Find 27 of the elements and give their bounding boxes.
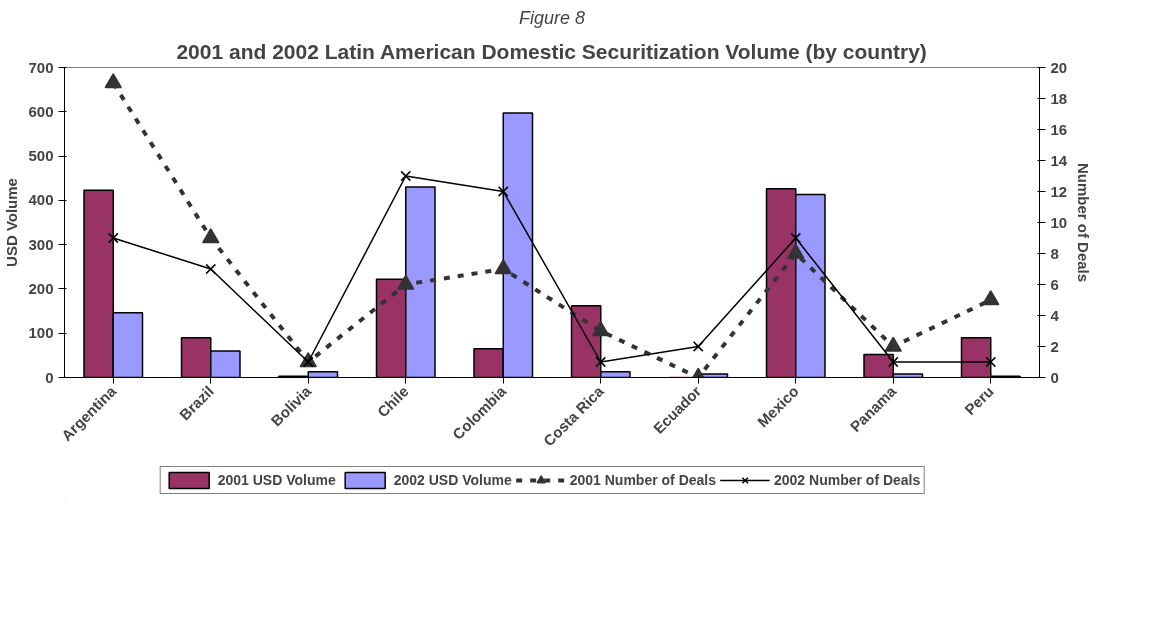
y-tick-label: 0 (45, 368, 54, 386)
y-tick-label: 400 (28, 191, 54, 209)
y2-tick-label: 8 (1050, 244, 1059, 262)
y2-tick-label: 16 (1050, 120, 1068, 138)
chart-title: 2001 and 2002 Latin American Domestic Securitization Volume (by country) (176, 39, 927, 63)
y-tick-label: 300 (28, 235, 54, 253)
y-tick-label: 100 (28, 324, 54, 342)
y2-tick-label: 2 (1050, 337, 1059, 355)
y2-tick-label: 10 (1050, 213, 1068, 231)
y2-tick-label: 14 (1050, 151, 1068, 169)
y2-tick-label: 20 (1050, 58, 1068, 76)
y-tick-label: 600 (28, 102, 54, 120)
y2-tick-label: 6 (1050, 275, 1059, 293)
legend-label: 2002 Number of Deals (774, 472, 921, 488)
chart-subtitle: Figure 8 (518, 7, 586, 28)
legend-label: 2002 USD Volume (393, 472, 512, 488)
y2-tick-label: 0 (1050, 368, 1059, 386)
y-axis-title: USD Volume (3, 178, 21, 267)
y2-axis-title: Number of Deals (1075, 162, 1093, 283)
y-tick-label: 200 (28, 279, 54, 297)
legend-label: 2001 USD Volume (217, 472, 336, 488)
y2-tick-label: 18 (1050, 89, 1068, 107)
y-tick-label: 500 (28, 147, 54, 165)
y2-tick-label: 12 (1050, 182, 1068, 200)
legend-label: 2001 Number of Deals (569, 472, 717, 488)
y-tick-label: 700 (28, 58, 54, 76)
y2-tick-label: 4 (1050, 306, 1060, 324)
